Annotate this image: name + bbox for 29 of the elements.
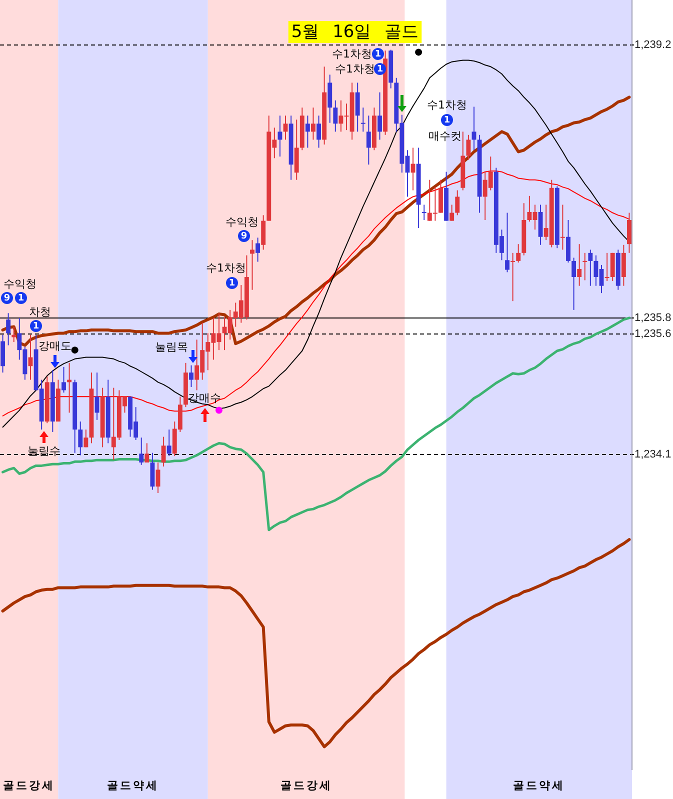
annotation: 수1차청: [206, 262, 246, 274]
annotation: 수익청: [4, 278, 36, 290]
text: 골드약세: [107, 779, 160, 792]
annotation: 수1차청: [332, 48, 372, 60]
y-tick-label: 1,239.2: [634, 38, 672, 51]
annotation: 강매도: [38, 340, 72, 352]
y-tick-label: 1,234.1: [634, 448, 672, 460]
annotation: 눌림목: [155, 340, 188, 354]
annotation: 1: [444, 116, 450, 126]
annotation: 1: [32, 322, 40, 332]
annotation: 1: [18, 294, 24, 304]
y-tick-label: 1,235.6: [634, 328, 672, 340]
y-tick-label: 1,235.8: [634, 312, 672, 324]
annotation: 수1차청: [427, 98, 467, 112]
annotation: 눌림수: [28, 444, 60, 458]
annotation: 수1차청: [335, 62, 375, 76]
text: 5월 16일 골드: [291, 22, 419, 42]
annotation: 수익청: [226, 216, 258, 228]
text: 골드약세: [513, 779, 566, 792]
annotation: 1: [374, 50, 382, 60]
annotation: 차청: [29, 306, 51, 318]
annotation: 매수컷: [428, 130, 462, 142]
annotation: 9: [240, 232, 248, 242]
text: 골드강세: [3, 779, 56, 792]
annotation: 강매수: [188, 392, 221, 404]
annotation: 9: [4, 294, 10, 304]
annotation: 1: [376, 64, 384, 74]
annotation: 1: [228, 278, 236, 288]
text: 골드강세: [280, 779, 332, 792]
